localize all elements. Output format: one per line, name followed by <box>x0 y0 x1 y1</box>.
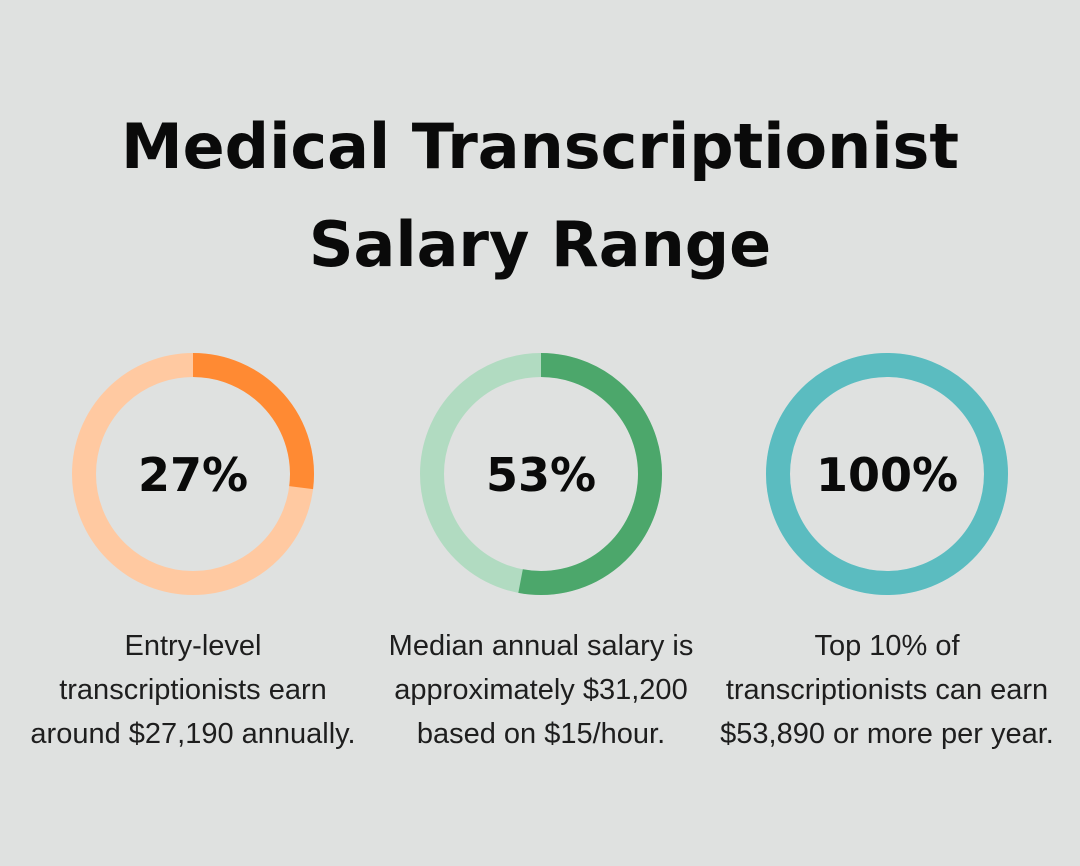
donut-percent-label: 53% <box>486 448 596 502</box>
title-line-2: Salary Range <box>308 208 772 281</box>
donut-entry-level: 27% <box>72 353 314 595</box>
donut-median: 53% <box>420 353 662 595</box>
donut-percent-label: 100% <box>816 448 958 502</box>
caption-top-10: Top 10% of transcriptionists can earn $5… <box>720 630 1054 750</box>
caption-median: Median annual salary is approximately $3… <box>388 630 694 750</box>
donut-value-arc <box>192 353 314 490</box>
donut-value-arc <box>518 353 662 595</box>
page-title: Medical Transcriptionist Salary Range <box>0 98 1080 294</box>
title-line-1: Medical Transcriptionist <box>120 110 960 183</box>
donut-value-arc <box>766 353 1008 595</box>
caption-entry-level: Entry-level transcriptionists earn aroun… <box>30 630 356 750</box>
donut-top-10: 100% <box>766 353 1008 595</box>
donut-percent-label: 27% <box>138 448 248 502</box>
